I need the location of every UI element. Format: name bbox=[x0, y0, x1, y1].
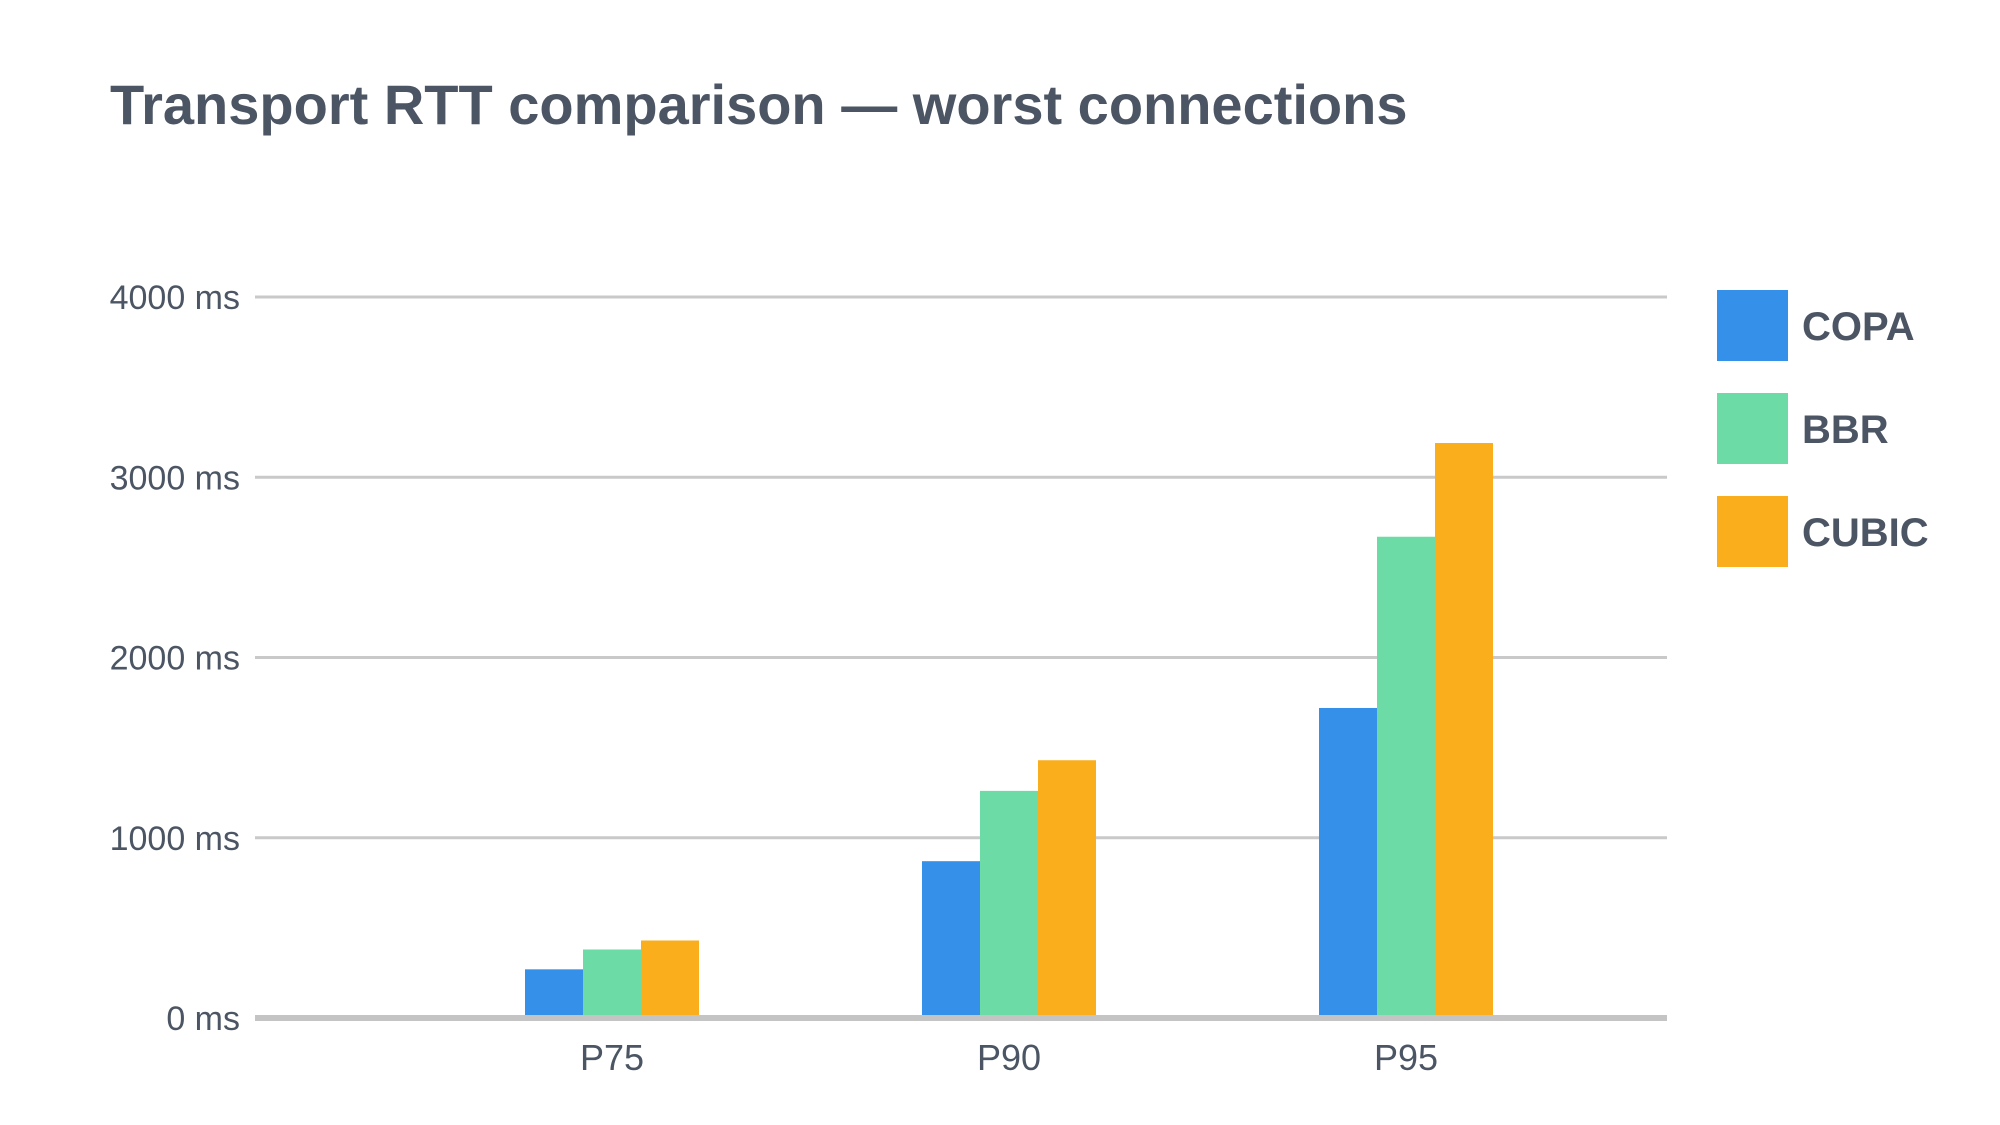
bar-cubic-p90 bbox=[1038, 760, 1096, 1018]
x-tick-label: P95 bbox=[1374, 1037, 1438, 1078]
bar-copa-p95 bbox=[1319, 707, 1377, 1018]
bar-copa-p90 bbox=[922, 861, 980, 1018]
x-axis-ticks: P75 P90 P95 bbox=[580, 1037, 1438, 1078]
bar-bbr-p75 bbox=[583, 949, 641, 1018]
y-tick-label: 0 ms bbox=[166, 1000, 240, 1038]
bar-copa-p75 bbox=[525, 969, 583, 1018]
legend-swatch-cubic bbox=[1717, 496, 1788, 567]
legend-label-cubic: CUBIC bbox=[1802, 511, 1929, 555]
x-tick-label: P75 bbox=[580, 1037, 644, 1078]
y-tick-label: 4000 ms bbox=[110, 279, 240, 317]
bar-cubic-p75 bbox=[641, 940, 699, 1018]
legend-swatch-bbr bbox=[1717, 393, 1788, 464]
bars bbox=[525, 443, 1493, 1018]
bar-bbr-p90 bbox=[980, 790, 1038, 1018]
chart-title: Transport RTT comparison — worst connect… bbox=[110, 73, 1408, 136]
legend-swatch-copa bbox=[1717, 290, 1788, 361]
x-tick-label: P90 bbox=[977, 1037, 1041, 1078]
bar-bbr-p95 bbox=[1377, 536, 1435, 1018]
y-tick-label: 2000 ms bbox=[110, 640, 240, 678]
legend: COPA BBR CUBIC bbox=[1717, 290, 1929, 567]
y-tick-label: 3000 ms bbox=[110, 459, 240, 497]
legend-label-bbr: BBR bbox=[1802, 408, 1889, 452]
y-tick-label: 1000 ms bbox=[110, 820, 240, 858]
legend-label-copa: COPA bbox=[1802, 305, 1915, 349]
bar-cubic-p95 bbox=[1435, 443, 1493, 1018]
y-axis-ticks: 0 ms 1000 ms 2000 ms 3000 ms 4000 ms bbox=[110, 279, 240, 1038]
